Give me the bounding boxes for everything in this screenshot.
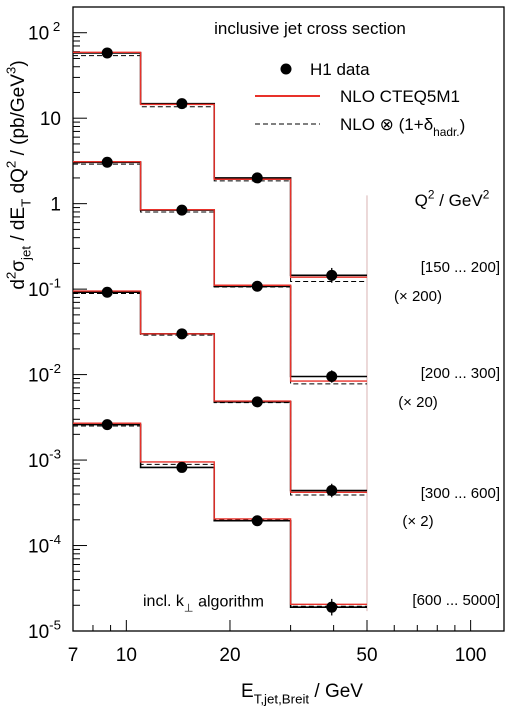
plot-marks-layer xyxy=(73,47,368,616)
q2-header: Q2 / GeV2 xyxy=(415,187,490,210)
plot-text-layer: inclusive jet cross section 7 10 20 50 100 10… xyxy=(3,19,500,707)
data-point xyxy=(326,601,338,613)
y-tick-label: 10-5 xyxy=(28,617,61,643)
data-point xyxy=(251,280,263,292)
legend-label-nlo-hadr: NLO ⊗ (1+δhadr.) xyxy=(340,115,465,139)
scale-factor-label: (× 200) xyxy=(394,288,442,305)
scale-factor-label: (× 2) xyxy=(402,513,433,530)
data-point xyxy=(326,485,338,497)
nlo-hadr-histogram xyxy=(73,425,367,607)
legend-label-data: H1 data xyxy=(310,60,370,79)
nlo-hadr-histogram xyxy=(73,55,367,282)
y-tick-label: 10-2 xyxy=(28,361,61,387)
data-point xyxy=(101,47,113,59)
data-point xyxy=(176,461,188,473)
data-point xyxy=(326,371,338,383)
data-point xyxy=(176,204,188,216)
data-band-histogram xyxy=(73,161,367,378)
data-point xyxy=(101,419,113,431)
y-tick-label: 10 2 xyxy=(28,19,60,45)
data-point xyxy=(101,156,113,168)
nlo-histogram xyxy=(73,422,367,606)
data-point xyxy=(101,286,113,298)
plot-frame xyxy=(72,6,505,632)
y-tick-label: 10 xyxy=(40,109,61,130)
algorithm-annotation: incl. k⊥ algorithm xyxy=(143,593,264,615)
chart-title: inclusive jet cross section xyxy=(214,19,406,38)
y-tick-label: 10-3 xyxy=(28,447,61,473)
data-band-histogram xyxy=(73,423,367,608)
nlo-histogram xyxy=(73,51,367,278)
q2-range-label: [600 ... 5000] xyxy=(412,592,500,609)
nlo-histogram xyxy=(73,160,367,382)
legend-label-nlo: NLO CTEQ5M1 xyxy=(340,87,460,106)
y-tick-label: 10-1 xyxy=(28,276,61,302)
data-point xyxy=(251,515,263,527)
plot-frame-layer xyxy=(72,6,505,632)
scale-factor-label: (× 20) xyxy=(398,394,438,411)
data-point xyxy=(251,172,263,184)
y-tick-label: 10-4 xyxy=(28,532,61,558)
x-axis-label: ET,jet,Breit / GeV xyxy=(241,681,363,707)
nlo-hadr-histogram xyxy=(73,163,367,385)
data-point xyxy=(326,269,338,281)
data-point xyxy=(176,328,188,340)
q2-range-label: [150 ... 200] xyxy=(421,259,500,276)
y-tick-label: 1 xyxy=(50,195,61,216)
data-band-histogram xyxy=(73,291,367,492)
x-tick-label: 7 xyxy=(68,645,79,666)
q2-range-label: [300 ... 600] xyxy=(421,485,500,502)
nlo-histogram xyxy=(73,290,367,493)
x-tick-label: 20 xyxy=(219,645,240,666)
nlo-hadr-histogram xyxy=(73,292,367,496)
x-tick-label: 100 xyxy=(455,645,487,666)
legend-marker-data xyxy=(280,63,292,75)
q2-range-label: [200 ... 300] xyxy=(421,365,500,382)
data-point xyxy=(176,98,188,110)
y-axis-label: d2σjet / dET dQ2 / (pb/GeV3) xyxy=(3,60,33,289)
x-tick-label: 50 xyxy=(356,645,377,666)
data-point xyxy=(251,396,263,408)
x-tick-label: 10 xyxy=(116,645,137,666)
